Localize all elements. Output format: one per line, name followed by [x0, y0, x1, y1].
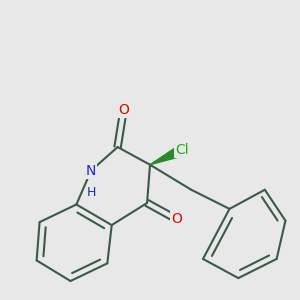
Text: N: N [86, 164, 96, 178]
Text: H: H [86, 186, 96, 199]
Text: O: O [171, 212, 182, 226]
Text: O: O [118, 103, 129, 117]
Text: Cl: Cl [176, 143, 189, 157]
Polygon shape [150, 145, 185, 165]
